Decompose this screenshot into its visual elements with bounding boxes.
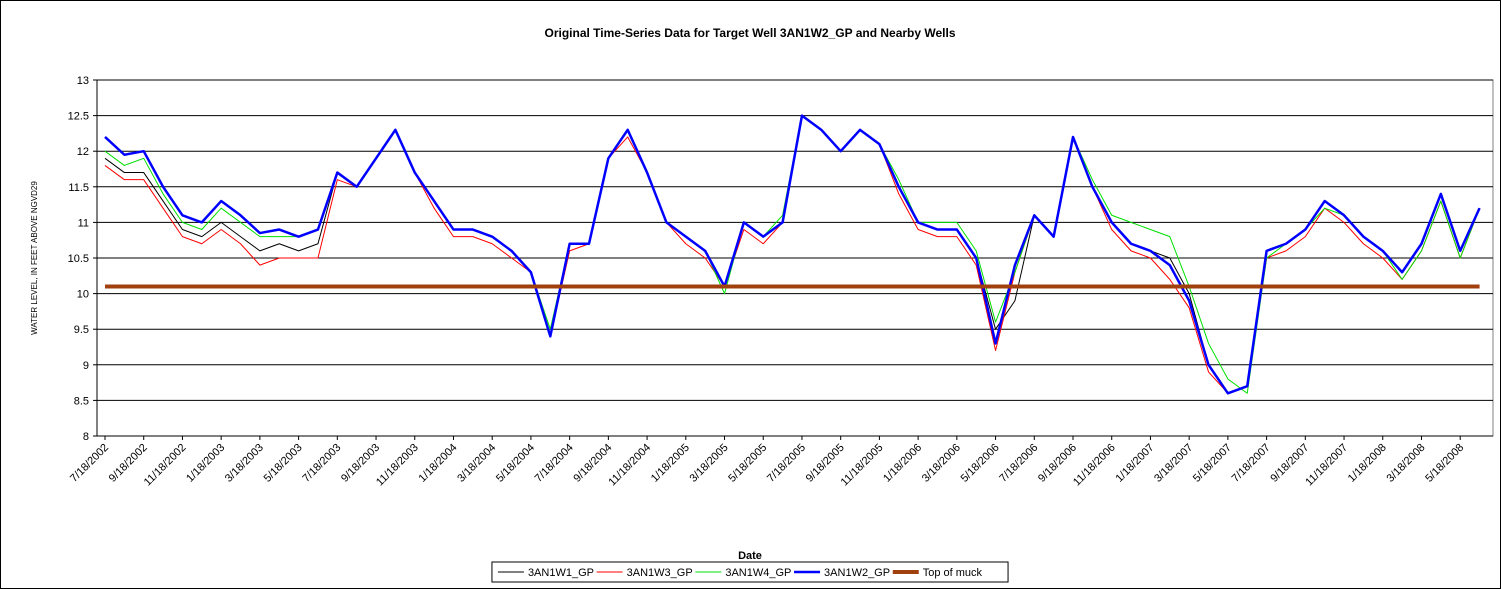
legend-label: Top of muck (923, 567, 983, 579)
y-axis-label: WATER LEVEL, IN FEET ABOVE NGVD29 (30, 181, 39, 335)
y-tick-label: 12.5 (68, 111, 89, 123)
legend-label: 3AN1W1_GP (528, 567, 594, 579)
legend-label: 3AN1W2_GP (824, 567, 890, 579)
y-tick-label: 9 (83, 360, 89, 372)
y-tick-label: 11.5 (68, 182, 89, 194)
x-axis-label: Date (738, 550, 762, 562)
legend-label: 3AN1W4_GP (725, 567, 791, 579)
legend-box (491, 561, 1009, 583)
chart-title: Original Time-Series Data for Target Wel… (544, 26, 955, 40)
y-tick-label: 8.5 (74, 395, 89, 407)
y-tick-label: 9.5 (74, 324, 89, 336)
legend-label: 3AN1W3_GP (627, 567, 693, 579)
y-tick-label: 8 (83, 431, 89, 443)
y-tick-label: 11 (78, 217, 89, 229)
y-tick-label: 13 (77, 75, 89, 87)
y-tick-label: 10 (77, 289, 89, 301)
y-tick-label: 12 (77, 146, 89, 158)
series-line (104, 114, 1481, 395)
y-tick-label: 10.5 (68, 253, 89, 265)
